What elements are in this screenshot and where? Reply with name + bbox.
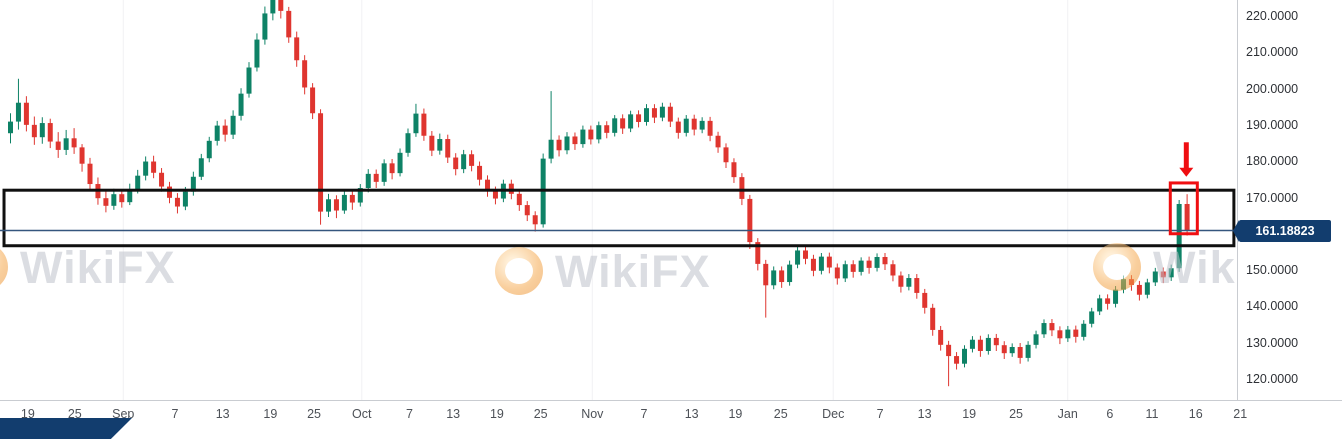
time-axis-label: 25 bbox=[67, 407, 82, 421]
price-axis-label: 190.0000 bbox=[1246, 117, 1299, 132]
time-axis-label: 19 bbox=[20, 407, 35, 421]
time-axis-label: Oct bbox=[352, 407, 372, 421]
time-axis-label: 13 bbox=[215, 407, 230, 421]
wikifx-banner bbox=[0, 418, 132, 439]
time-axis-label: 13 bbox=[917, 407, 932, 421]
time-axis-label: 13 bbox=[684, 407, 699, 421]
time-axis-label: 25 bbox=[1009, 407, 1023, 421]
time-axis-label: Jan bbox=[1057, 407, 1078, 421]
time-axis-label: Sep bbox=[112, 407, 135, 421]
time-axis-label: 19 bbox=[962, 407, 977, 421]
time-axis-label: 11 bbox=[1145, 407, 1159, 421]
time-axis-label: 25 bbox=[307, 407, 322, 421]
candlestick-plot[interactable]: WikiFX WikiFX WikiFX bbox=[0, 0, 1308, 400]
time-axis-label: 19 bbox=[489, 407, 504, 421]
chart-canvas bbox=[0, 0, 1237, 400]
price-axis-label: 130.0000 bbox=[1246, 335, 1299, 350]
current-price-value: 161.18823 bbox=[1255, 223, 1315, 238]
time-axis-label: Nov bbox=[581, 407, 604, 421]
time-axis-label: 6 bbox=[1106, 407, 1114, 421]
time-axis[interactable]: 19 25 Sep 7 13 19 25 Oct 7 13 19 25 Nov 7 13 19 25 Dec 7 13… bbox=[0, 400, 1342, 439]
price-axis-label: 210.0000 bbox=[1246, 45, 1299, 60]
time-axis-label: 7 bbox=[640, 407, 648, 421]
time-axis-label: 19 bbox=[728, 407, 743, 421]
time-axis-label: 21 bbox=[1233, 407, 1248, 421]
time-axis-label: 13 bbox=[446, 407, 461, 421]
price-axis-label: 220.0000 bbox=[1246, 9, 1299, 24]
time-axis-label: 25 bbox=[773, 407, 788, 421]
price-axis-label: 200.0000 bbox=[1246, 81, 1299, 96]
time-axis-label: 16 bbox=[1188, 407, 1203, 421]
time-axis-label: 25 bbox=[533, 407, 548, 421]
price-axis-label: 140.0000 bbox=[1246, 299, 1299, 314]
time-axis-label: 7 bbox=[876, 407, 884, 421]
time-axis-label: 7 bbox=[171, 407, 179, 421]
time-axis-label: 7 bbox=[405, 407, 413, 421]
price-axis-label: 120.0000 bbox=[1246, 372, 1299, 387]
price-axis-label: 180.0000 bbox=[1246, 154, 1299, 169]
price-axis-label: 150.0000 bbox=[1246, 263, 1299, 278]
current-price-tag: 161.18823 bbox=[1233, 219, 1331, 242]
time-axis-label: Dec bbox=[822, 407, 845, 421]
price-axis-label: 170.0000 bbox=[1246, 190, 1299, 205]
time-axis-label: 19 bbox=[263, 407, 278, 421]
price-axis[interactable]: 161.18823 220.0000 210.0000 200.0000 190.00… bbox=[1233, 0, 1342, 400]
